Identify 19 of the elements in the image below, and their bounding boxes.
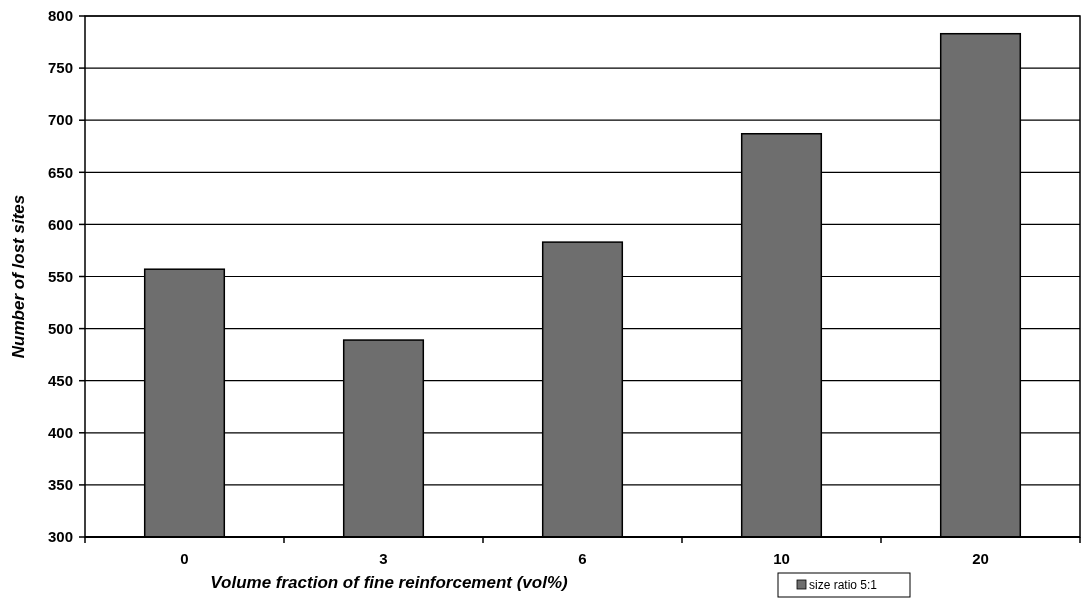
y-tick-label: 550	[47, 267, 73, 285]
x-axis-title: Volume fraction of fine reinforcement (vol%)	[210, 573, 569, 592]
y-tick-label: 650	[47, 163, 73, 181]
x-tick-label: 20	[972, 550, 989, 567]
y-tick-label: 500	[47, 319, 73, 337]
y-tick-label: 450	[47, 371, 73, 389]
x-tick-label: 6	[578, 550, 587, 567]
y-tick-label: 700	[47, 111, 73, 129]
y-tick-label: 300	[47, 528, 73, 546]
legend-label: size ratio 5:1	[809, 578, 878, 593]
y-tick-label: 400	[47, 424, 73, 442]
x-tick-label: 3	[379, 550, 388, 567]
x-tick-label: 0	[180, 550, 189, 567]
y-tick-label: 800	[47, 7, 73, 25]
y-tick-label: 750	[47, 59, 73, 77]
x-tick-label: 10	[773, 550, 790, 567]
y-axis-title: Number of lost sites	[9, 194, 28, 359]
y-tick-label: 350	[47, 476, 73, 494]
y-tick-label: 600	[47, 215, 73, 233]
